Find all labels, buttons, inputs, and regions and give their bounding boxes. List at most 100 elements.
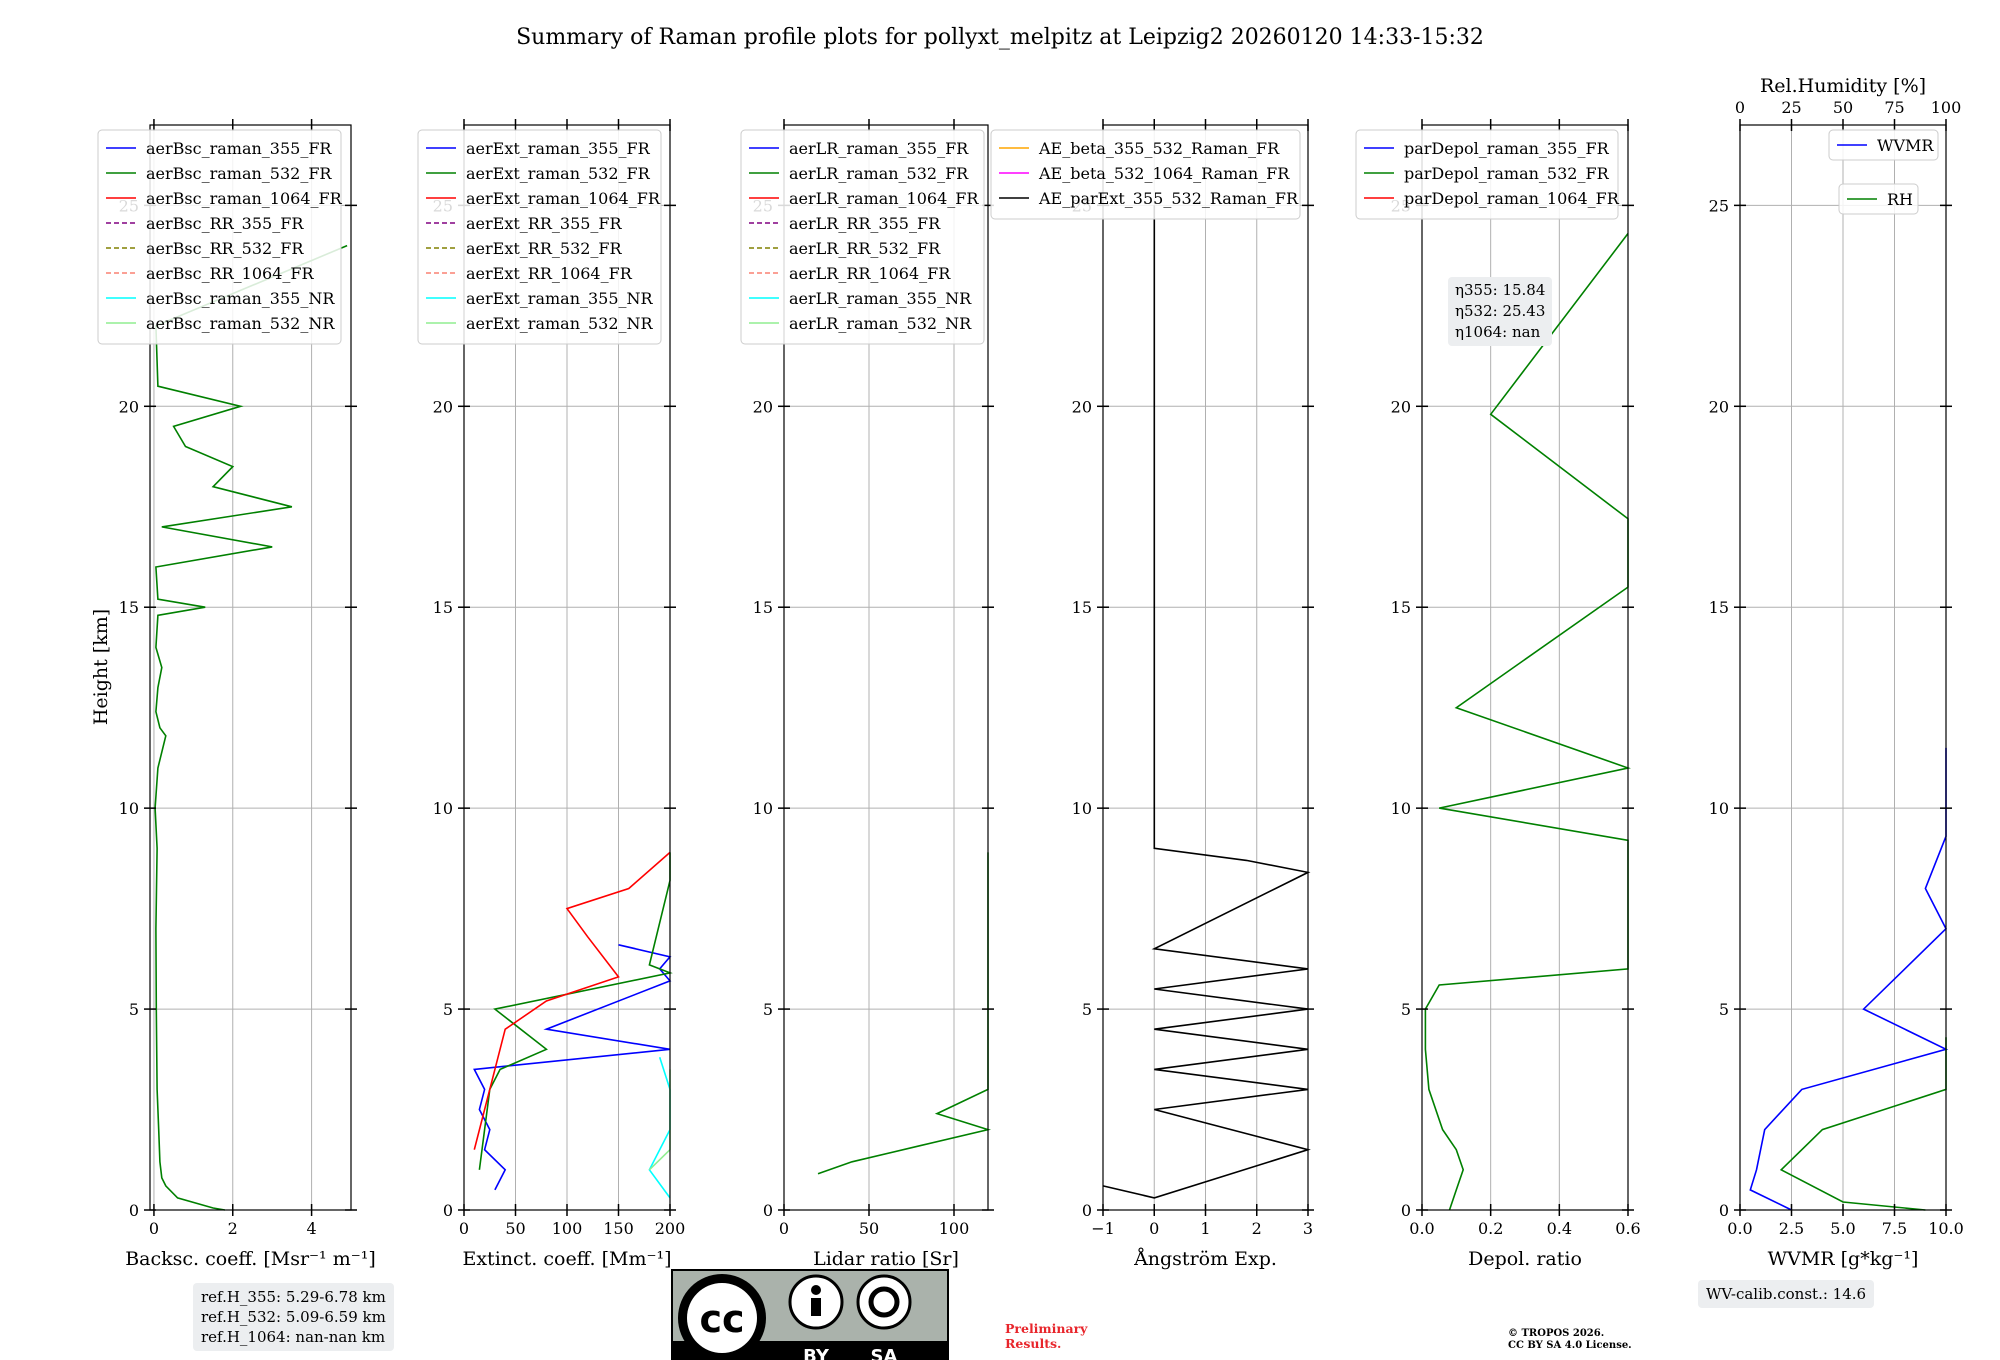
legend-box: aerLR_raman_355_FR aerLR_raman_532_FR aerL… bbox=[740, 129, 985, 345]
top-axis-label: Rel.Humidity [%] bbox=[1760, 75, 1926, 97]
xtick-label: 1 bbox=[1200, 1219, 1210, 1238]
x-axis-label: Lidar ratio [Sr] bbox=[813, 1248, 959, 1270]
ytick-label: 10 bbox=[753, 799, 773, 818]
legend-label: parDepol_raman_1064_FR bbox=[1404, 189, 1620, 208]
ytick-label: 15 bbox=[433, 598, 453, 617]
xtick-label: 0.6 bbox=[1615, 1219, 1640, 1238]
by-icon-body bbox=[811, 1298, 821, 1316]
plot-frame bbox=[1421, 124, 1629, 1211]
ref-h-355: ref.H_355: 5.29-6.78 km bbox=[201, 1288, 386, 1306]
legend-frame bbox=[1828, 129, 1939, 161]
legend-label: aerBsc_raman_532_FR bbox=[146, 164, 332, 183]
ytick-label: 5 bbox=[763, 1000, 773, 1019]
plot-frame bbox=[149, 124, 352, 1211]
cc-by-sa-logo: cc BY SA bbox=[671, 1269, 949, 1360]
eta-box: η355: 15.84 η532: 25.43 η1064: nan bbox=[1448, 277, 1553, 346]
ytick-label: 10 bbox=[1709, 799, 1729, 818]
legend-label: aerExt_raman_355_NR bbox=[466, 289, 654, 308]
ytick-label: 0 bbox=[1719, 1201, 1729, 1220]
legend-label: aerBsc_raman_355_FR bbox=[146, 139, 332, 158]
top-xtick-label: 25 bbox=[1781, 98, 1801, 117]
ytick-label: 15 bbox=[1709, 598, 1729, 617]
ytick-label: 20 bbox=[119, 397, 139, 416]
xtick-label: 0.0 bbox=[1409, 1219, 1434, 1238]
by-icon-head bbox=[811, 1285, 821, 1295]
xtick-label: 0 bbox=[1149, 1219, 1159, 1238]
legend-label: aerLR_raman_355_FR bbox=[789, 139, 969, 158]
legend-label: aerExt_raman_532_FR bbox=[466, 164, 651, 183]
figure-title: Summary of Raman profile plots for polly… bbox=[516, 25, 1484, 50]
series-aerLR_raman_532_FR bbox=[817, 852, 992, 1175]
ytick-label: 15 bbox=[753, 598, 773, 617]
legend-label: aerLR_raman_532_FR bbox=[789, 164, 969, 183]
legend-label: aerLR_RR_1064_FR bbox=[789, 264, 951, 283]
ytick-label: 15 bbox=[1391, 598, 1411, 617]
eta-355: η355: 15.84 bbox=[1455, 281, 1546, 299]
ytick-label: 15 bbox=[119, 598, 139, 617]
ytick-label: 5 bbox=[443, 1000, 453, 1019]
xtick-label: 200 bbox=[655, 1219, 686, 1238]
legend-label: aerLR_RR_532_FR bbox=[789, 239, 941, 258]
x-axis-label: Ångström Exp. bbox=[1133, 1248, 1277, 1270]
ytick-label: 0 bbox=[1082, 1201, 1092, 1220]
xtick-label: 50 bbox=[859, 1219, 879, 1238]
y-axis-label: Height [km] bbox=[90, 609, 112, 725]
legend-label: aerExt_RR_355_FR bbox=[466, 214, 623, 233]
ytick-label: 10 bbox=[119, 799, 139, 818]
xtick-label: 0 bbox=[149, 1219, 159, 1238]
ytick-label: 0 bbox=[763, 1201, 773, 1220]
legend-label: aerBsc_RR_1064_FR bbox=[146, 264, 315, 283]
xtick-label: 10.0 bbox=[1928, 1219, 1964, 1238]
x-axis-label: WVMR [g*kg⁻¹] bbox=[1768, 1248, 1919, 1270]
ytick-label: 20 bbox=[433, 397, 453, 416]
legend-box: aerBsc_raman_355_FR aerBsc_raman_532_FRae… bbox=[97, 129, 343, 345]
wv-calib-text: WV-calib.const.: 14.6 bbox=[1706, 1285, 1867, 1303]
legend-label: aerBsc_raman_532_NR bbox=[146, 314, 335, 333]
cc-glyph: cc bbox=[699, 1297, 744, 1341]
series-aerExt_raman_1064_FR bbox=[473, 851, 671, 1150]
xtick-label: 150 bbox=[603, 1219, 634, 1238]
ref-h-1064: ref.H_1064: nan-nan km bbox=[201, 1328, 386, 1346]
series-aerExt_raman_355_NR bbox=[648, 1057, 671, 1199]
panel-ext: 0510152025050100150200Extinct. coeff. [M… bbox=[417, 119, 686, 1270]
legend-label: aerBsc_RR_355_FR bbox=[146, 214, 304, 233]
legend-label: aerLR_raman_1064_FR bbox=[789, 189, 979, 208]
ytick-label: 20 bbox=[1072, 397, 1092, 416]
ytick-label: 20 bbox=[1391, 397, 1411, 416]
legend-frame bbox=[1838, 183, 1919, 215]
legend-frame bbox=[1355, 129, 1619, 220]
legend-frame bbox=[740, 129, 985, 345]
sa-label: SA bbox=[871, 1346, 898, 1360]
xtick-label: 0 bbox=[779, 1219, 789, 1238]
eta-532: η532: 25.43 bbox=[1455, 302, 1546, 320]
ytick-label: 5 bbox=[129, 1000, 139, 1019]
xtick-label: 7.5 bbox=[1882, 1219, 1907, 1238]
top-xtick-label: 100 bbox=[1931, 98, 1962, 117]
plot-frame bbox=[783, 124, 989, 1211]
sa-icon-arc bbox=[868, 1286, 900, 1318]
x-axis-label: Backsc. coeff. [Msr⁻¹ m⁻¹] bbox=[125, 1248, 376, 1270]
top-xtick-label: 50 bbox=[1833, 98, 1853, 117]
xtick-label: 2 bbox=[228, 1219, 238, 1238]
legend-box: aerExt_raman_355_FR aerExt_raman_532_FRae… bbox=[417, 129, 662, 345]
ref-h-532: ref.H_532: 5.09-6.59 km bbox=[201, 1308, 386, 1326]
ytick-label: 0 bbox=[443, 1201, 453, 1220]
legend-label: aerLR_raman_532_NR bbox=[789, 314, 972, 333]
legend-label: aerBsc_raman_1064_FR bbox=[146, 189, 343, 208]
legend-label: parDepol_raman_355_FR bbox=[1404, 139, 1610, 158]
ytick-label: 5 bbox=[1082, 1000, 1092, 1019]
preliminary-line-2: Results. bbox=[1005, 1336, 1062, 1351]
legend-frame bbox=[97, 129, 342, 345]
ytick-label: 5 bbox=[1401, 1000, 1411, 1019]
panel-wv: 0 5 10 15 20 25 0.0 2.5 5.0 7.5 10.0 0 25 50 75 100 Rel.… bbox=[1709, 75, 1964, 1270]
series-aerExt_raman_532_FR bbox=[478, 852, 673, 1170]
legend-label: aerExt_raman_1064_FR bbox=[466, 189, 661, 208]
sa-icon bbox=[856, 1274, 912, 1330]
legend-label: aerExt_RR_1064_FR bbox=[466, 264, 633, 283]
xtick-label: 2.5 bbox=[1779, 1219, 1804, 1238]
legend-label: aerBsc_RR_532_FR bbox=[146, 239, 304, 258]
preliminary-label: Preliminary Results. bbox=[1005, 1321, 1087, 1351]
xtick-label: 100 bbox=[939, 1219, 970, 1238]
legend-label: aerExt_raman_355_FR bbox=[466, 139, 651, 158]
xtick-label: 0 bbox=[459, 1219, 469, 1238]
